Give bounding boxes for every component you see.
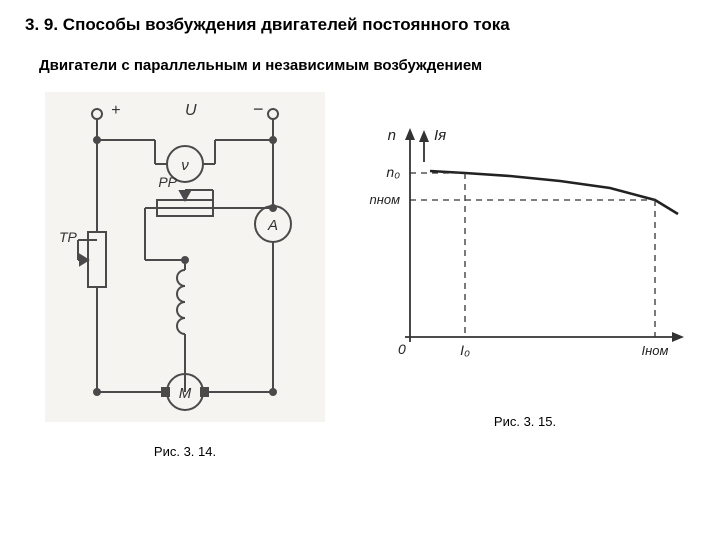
circuit-svg: + U − ν PP A TP M bbox=[45, 92, 325, 422]
tp-label: TP bbox=[59, 229, 78, 245]
inom-label: Iном bbox=[642, 343, 669, 358]
iy-top-label: Iя bbox=[434, 127, 446, 144]
n-axis-label: n bbox=[388, 127, 396, 144]
n0-label: n₀ bbox=[386, 164, 400, 180]
section-title: 3. 9. Способы возбуждения двигателей пос… bbox=[25, 15, 695, 35]
fig1-caption: Рис. 3. 14. bbox=[154, 444, 216, 459]
m-label: M bbox=[179, 385, 192, 402]
plus-label: + bbox=[111, 102, 120, 119]
nnom-label: nном bbox=[369, 192, 400, 207]
origin-label: 0 bbox=[398, 341, 406, 357]
a-label: A bbox=[267, 217, 278, 234]
u-label: U bbox=[185, 102, 197, 119]
minus-label: − bbox=[253, 99, 264, 119]
figure-graph: n Iя n₀ nном 0 I₀ Iном Iя Рис. 3. 15. bbox=[365, 92, 685, 429]
figure-circuit: + U − ν PP A TP M Рис. 3. 14. bbox=[45, 92, 325, 459]
subsection-title: Двигатели с параллельным и независимым в… bbox=[39, 57, 695, 74]
graph-svg: n Iя n₀ nном 0 I₀ Iном Iя bbox=[365, 92, 685, 392]
pp-label: PP bbox=[158, 174, 177, 190]
nu-label: ν bbox=[181, 157, 189, 174]
figures-row: + U − ν PP A TP M Рис. 3. 14. bbox=[45, 92, 695, 459]
fig2-caption: Рис. 3. 15. bbox=[494, 414, 556, 429]
i0-label: I₀ bbox=[460, 342, 470, 358]
